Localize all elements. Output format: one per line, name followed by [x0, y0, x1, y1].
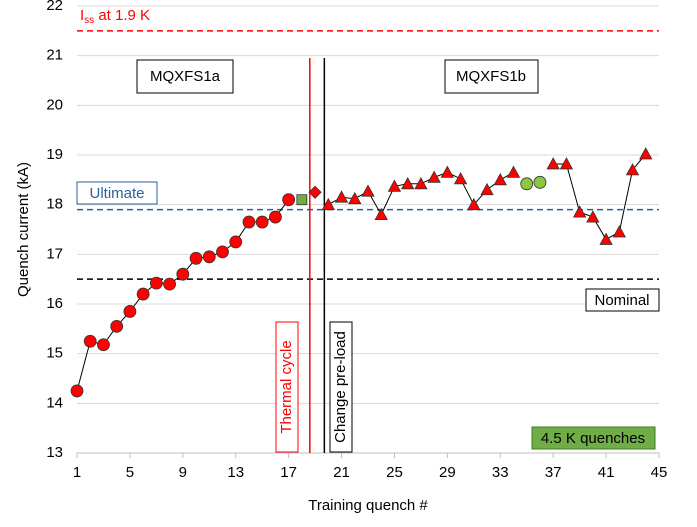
- data-point: [308, 185, 322, 199]
- reference-label: Nominal: [594, 292, 649, 309]
- x-tick-label: 33: [492, 464, 509, 481]
- data-point: [70, 384, 84, 398]
- data-point: [189, 251, 203, 265]
- y-tick-label: 16: [46, 295, 63, 312]
- data-point: [83, 334, 97, 348]
- series-line: [76, 199, 290, 392]
- y-tick-label: 21: [46, 47, 63, 64]
- data-point: [216, 245, 229, 259]
- data-point: [202, 250, 216, 264]
- data-point: [506, 165, 521, 178]
- data-point: [520, 177, 534, 191]
- label-part: I: [80, 7, 84, 24]
- x-tick-label: 9: [179, 464, 187, 481]
- data-point: [229, 235, 243, 249]
- x-axis-label: Training quench #: [308, 497, 428, 514]
- y-tick-label: 13: [46, 444, 63, 461]
- data-point: [467, 197, 481, 211]
- label-part: ss: [84, 15, 94, 26]
- label-part: at 1.9 K: [94, 7, 150, 24]
- series-line: [328, 153, 647, 241]
- data-point: [123, 305, 137, 318]
- data-point: [296, 194, 308, 206]
- x-tick-label: 29: [439, 464, 456, 481]
- label-box: [275, 321, 299, 453]
- data-point: [401, 176, 415, 190]
- x-tick-label: 21: [333, 464, 350, 481]
- data-point: [480, 182, 494, 196]
- data-point: [97, 338, 110, 352]
- data-point: [533, 175, 547, 189]
- data-point: [387, 179, 402, 192]
- label-box: [585, 288, 660, 312]
- x-tick-label: 1: [73, 464, 81, 481]
- y-tick-label: 22: [46, 0, 63, 14]
- data-point: [321, 197, 335, 211]
- y-tick-label: 14: [46, 394, 63, 411]
- reference-label: Ultimate: [89, 185, 144, 202]
- x-tick-label: 13: [227, 464, 244, 481]
- data-point: [625, 163, 640, 176]
- data-point: [361, 184, 375, 197]
- data-point: [334, 190, 349, 203]
- data-point: [639, 147, 653, 160]
- x-tick-label: 41: [598, 464, 615, 481]
- reference-label: Iss at 1.9 K: [80, 7, 150, 26]
- reference-label: Thermal cycle: [278, 340, 295, 433]
- data-point: [242, 215, 256, 229]
- data-point: [559, 157, 574, 170]
- data-point: [269, 210, 282, 224]
- data-point: [572, 205, 587, 218]
- x-tick-label: 5: [126, 464, 134, 481]
- data-point: [453, 172, 468, 185]
- data-point: [599, 232, 613, 245]
- data-point: [440, 165, 455, 178]
- y-axis-label: Quench current (kA): [15, 162, 32, 297]
- data-point: [586, 210, 600, 223]
- data-point: [255, 215, 269, 229]
- y-tick-label: 20: [46, 96, 63, 113]
- label-box: [136, 59, 234, 94]
- annotation: MQXFS1b: [456, 68, 526, 85]
- y-tick-label: 19: [46, 146, 63, 163]
- data-point: [427, 170, 441, 183]
- data-point: [149, 276, 163, 290]
- data-point: [282, 193, 296, 207]
- label-box: [444, 59, 539, 94]
- y-tick-label: 15: [46, 345, 63, 362]
- data-point: [348, 191, 362, 205]
- data-point: [136, 287, 150, 301]
- data-point: [374, 207, 388, 220]
- x-tick-label: 25: [386, 464, 403, 481]
- label-box: [531, 426, 656, 450]
- y-tick-label: 17: [46, 245, 63, 262]
- data-point: [176, 267, 190, 281]
- y-tick-label: 18: [46, 196, 63, 213]
- annotation: MQXFS1a: [150, 68, 221, 85]
- label-box: [76, 181, 158, 205]
- x-tick-label: 17: [280, 464, 297, 481]
- data-point: [612, 225, 626, 238]
- x-tick-label: 45: [651, 464, 668, 481]
- data-point: [414, 176, 428, 190]
- annotation: 4.5 K quenches: [541, 430, 645, 447]
- data-point: [110, 319, 124, 333]
- data-point: [546, 157, 560, 170]
- data-point: [493, 172, 507, 186]
- label-box: [329, 321, 353, 453]
- reference-label: Change pre-load: [332, 331, 349, 443]
- x-tick-label: 37: [545, 464, 562, 481]
- data-point: [163, 277, 176, 291]
